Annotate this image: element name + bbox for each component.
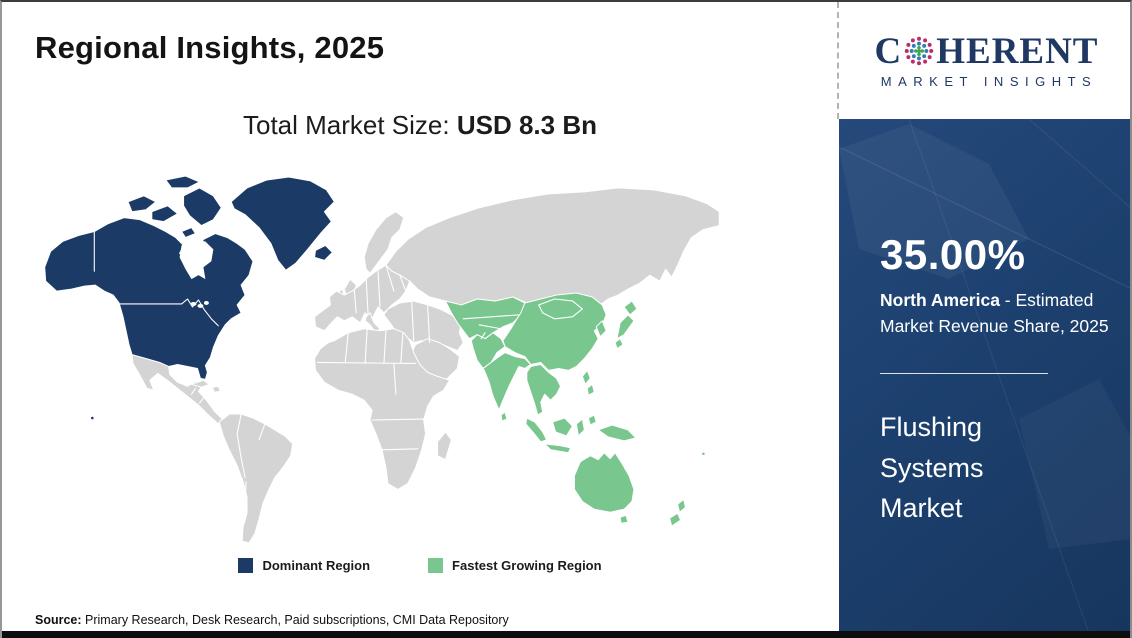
source-label: Source: [35,613,82,627]
source-note: Source: Primary Research, Desk Research,… [35,613,509,627]
panel-watermark [839,119,1130,633]
market-share-description: North America - Estimated Market Revenue… [880,288,1122,339]
brand-logo: C HERENT MARKET INSIGHTS [839,2,1130,119]
market-share-desc-text: - Estimated Market Revenue Share, 2025 [880,290,1109,336]
rosette-dots-icon [905,36,934,66]
wordmark-c: C [874,30,903,72]
dominant-region-swatch [238,558,254,573]
fastest-growing-region-swatch [428,558,444,573]
world-map [35,174,723,546]
map-legend: Dominant Region Fastest Growing Region [2,558,838,573]
country-borders [190,264,431,524]
legend-item-fastest-growing: Fastest Growing Region [428,558,602,573]
total-market-size-label: Total Market Size: [242,110,457,140]
wordmark-rest: HERENT [936,30,1099,72]
region-north-america [44,175,335,421]
legend-item-dominant: Dominant Region [238,558,370,573]
coherent-wordmark: C HERENT [875,33,1099,70]
region-rest-of-world [131,187,720,544]
market-name: Flushing Systems Market [880,412,984,523]
market-share-region: North America [880,290,1000,310]
dominant-region-label: Dominant Region [262,558,371,573]
world-map-svg [44,175,720,544]
source-text: Primary Research, Desk Research, Paid su… [81,613,509,627]
total-market-size: Total Market Size: USD 8.3 Bn [2,110,838,141]
region-asia-pacific [444,292,706,527]
brand-subtitle: MARKET INSIGHTS [880,73,1098,89]
panel-divider [880,373,1048,374]
page-title: Regional Insights, 2025 [35,30,385,65]
bottom-bar [2,631,1130,638]
fastest-growing-region-label: Fastest Growing Region [452,558,602,573]
dashed-separator [837,2,839,119]
highlight-panel: 35.00% North America - Estimated Market … [839,119,1130,633]
market-share-value: 35.00% [880,231,1026,278]
total-market-size-value: USD 8.3 Bn [456,110,597,140]
